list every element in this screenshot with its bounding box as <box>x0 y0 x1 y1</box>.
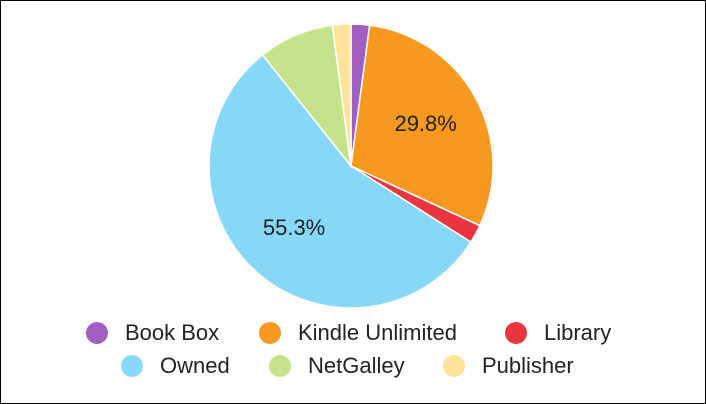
pie-slice <box>331 23 352 167</box>
legend-label: Owned <box>160 353 230 378</box>
legend-marker <box>86 322 108 344</box>
pie-slice <box>208 53 472 309</box>
legend-label: Kindle Unlimited <box>298 320 457 345</box>
legend-marker <box>505 322 527 344</box>
legend-marker <box>443 355 465 377</box>
slice-label: 29.8% <box>394 111 456 136</box>
pie-slice <box>350 24 494 227</box>
slice-label: 55.3% <box>263 215 325 240</box>
legend-label: Book Box <box>125 320 219 345</box>
legend-label: NetGalley <box>308 353 405 378</box>
legend-marker <box>259 322 281 344</box>
legend-marker <box>121 355 143 377</box>
legend-label: Library <box>544 320 611 345</box>
legend-label: Publisher <box>482 353 574 378</box>
legend-marker <box>269 355 291 377</box>
